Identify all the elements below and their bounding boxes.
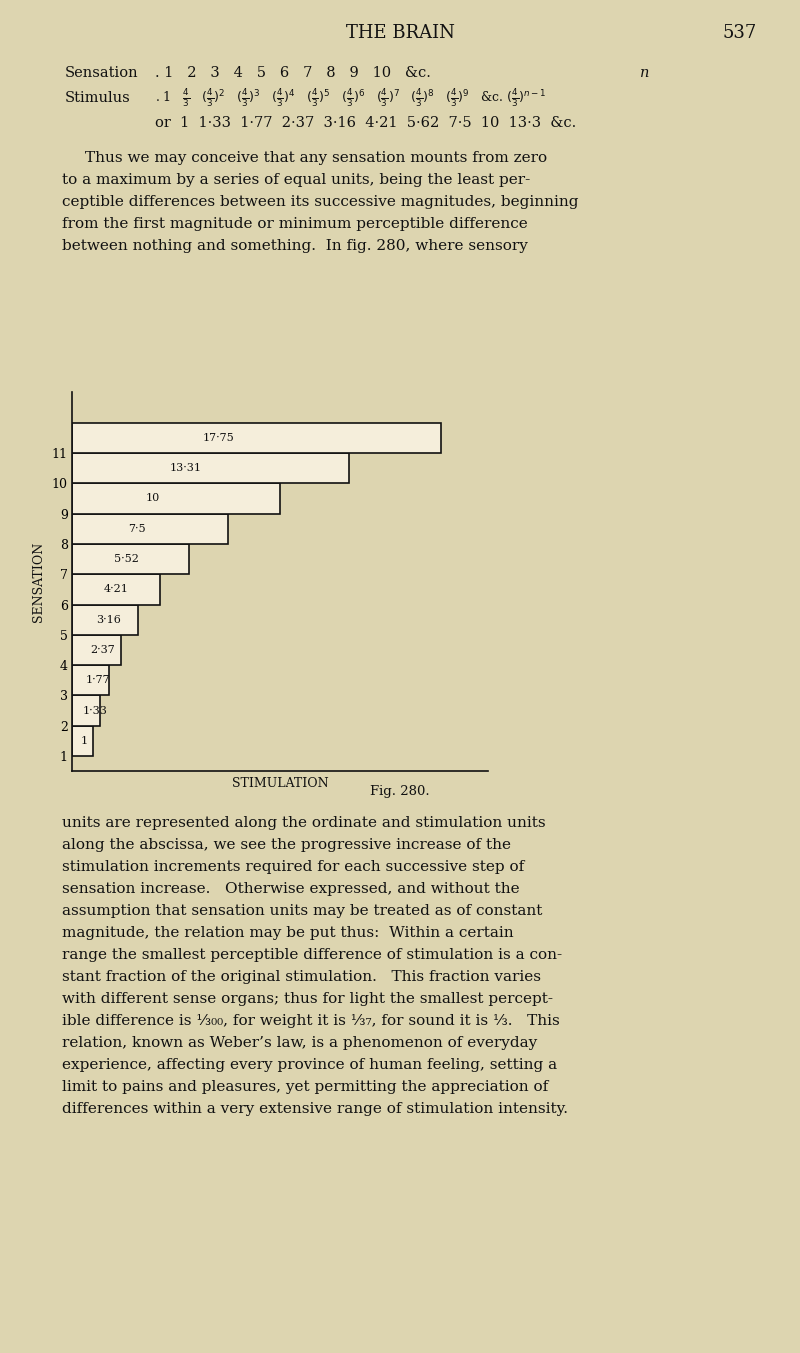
Text: stimulation increments required for each successive step of: stimulation increments required for each…: [62, 861, 524, 874]
Text: 5·52: 5·52: [114, 555, 139, 564]
FancyBboxPatch shape: [72, 544, 189, 574]
Text: THE BRAIN: THE BRAIN: [346, 24, 454, 42]
Text: with different sense organs; thus for light the smallest percept-: with different sense organs; thus for li…: [62, 992, 553, 1007]
Text: . 1   2   3   4   5   6   7   8   9   10   &c.: . 1 2 3 4 5 6 7 8 9 10 &c.: [155, 66, 435, 80]
Text: 1: 1: [80, 736, 87, 746]
FancyBboxPatch shape: [72, 574, 159, 605]
Text: 2·37: 2·37: [90, 645, 115, 655]
FancyBboxPatch shape: [72, 725, 93, 756]
Text: 13·31: 13·31: [170, 463, 202, 474]
Text: 3·16: 3·16: [96, 614, 121, 625]
Text: relation, known as Weber’s law, is a phenomenon of everyday: relation, known as Weber’s law, is a phe…: [62, 1036, 538, 1050]
Text: magnitude, the relation may be put thus:  Within a certain: magnitude, the relation may be put thus:…: [62, 925, 514, 940]
Text: Fig. 280.: Fig. 280.: [370, 785, 430, 798]
Text: ible difference is ⅓₀₀, for weight it is ⅓₇, for sound it is ⅓.   This: ible difference is ⅓₀₀, for weight it is…: [62, 1013, 560, 1028]
Text: 1·77: 1·77: [86, 675, 110, 685]
Text: or  1  1·33  1·77  2·37  3·16  4·21  5·62  7·5  10  13·3  &c.: or 1 1·33 1·77 2·37 3·16 4·21 5·62 7·5 1…: [155, 116, 576, 130]
X-axis label: STIMULATION: STIMULATION: [232, 777, 328, 790]
FancyBboxPatch shape: [72, 514, 228, 544]
Text: n: n: [640, 66, 650, 80]
Text: experience, affecting every province of human feeling, setting a: experience, affecting every province of …: [62, 1058, 557, 1072]
Text: 4·21: 4·21: [104, 584, 129, 594]
Text: 1·33: 1·33: [82, 706, 107, 716]
FancyBboxPatch shape: [72, 422, 442, 453]
Text: stant fraction of the original stimulation.   This fraction varies: stant fraction of the original stimulati…: [62, 970, 541, 984]
Text: sensation increase.   Otherwise expressed, and without the: sensation increase. Otherwise expressed,…: [62, 882, 520, 896]
Text: 17·75: 17·75: [202, 433, 234, 442]
Text: ceptible differences between its successive magnitudes, beginning: ceptible differences between its success…: [62, 195, 578, 208]
Text: Stimulus: Stimulus: [65, 91, 130, 106]
FancyBboxPatch shape: [72, 483, 280, 514]
Text: Sensation: Sensation: [65, 66, 138, 80]
Y-axis label: SENSATION: SENSATION: [32, 541, 45, 622]
Text: along the abscissa, we see the progressive increase of the: along the abscissa, we see the progressi…: [62, 838, 511, 852]
Text: assumption that sensation units may be treated as of constant: assumption that sensation units may be t…: [62, 904, 542, 917]
Text: units are represented along the ordinate and stimulation units: units are represented along the ordinate…: [62, 816, 546, 829]
Text: 537: 537: [723, 24, 757, 42]
Text: . 1   $\frac{4}{3}$   $(\frac{4}{3})^2$   $(\frac{4}{3})^3$   $(\frac{4}{3})^4$ : . 1 $\frac{4}{3}$ $(\frac{4}{3})^2$ $(\f…: [155, 87, 546, 110]
Text: from the first magnitude or minimum perceptible difference: from the first magnitude or minimum perc…: [62, 216, 528, 231]
FancyBboxPatch shape: [72, 635, 122, 666]
Text: between nothing and something.  In fig. 280, where sensory: between nothing and something. In fig. 2…: [62, 239, 528, 253]
Text: to a maximum by a series of equal units, being the least per-: to a maximum by a series of equal units,…: [62, 173, 530, 187]
FancyBboxPatch shape: [72, 666, 109, 695]
FancyBboxPatch shape: [72, 605, 138, 635]
Text: differences within a very extensive range of stimulation intensity.: differences within a very extensive rang…: [62, 1101, 568, 1116]
FancyBboxPatch shape: [72, 695, 100, 725]
Text: limit to pains and pleasures, yet permitting the appreciation of: limit to pains and pleasures, yet permit…: [62, 1080, 548, 1095]
FancyBboxPatch shape: [72, 453, 349, 483]
Text: Thus we may conceive that any sensation mounts from zero: Thus we may conceive that any sensation …: [85, 152, 547, 165]
Text: range the smallest perceptible difference of stimulation is a con-: range the smallest perceptible differenc…: [62, 948, 562, 962]
Text: 7·5: 7·5: [128, 524, 146, 533]
Text: 10: 10: [146, 494, 160, 503]
